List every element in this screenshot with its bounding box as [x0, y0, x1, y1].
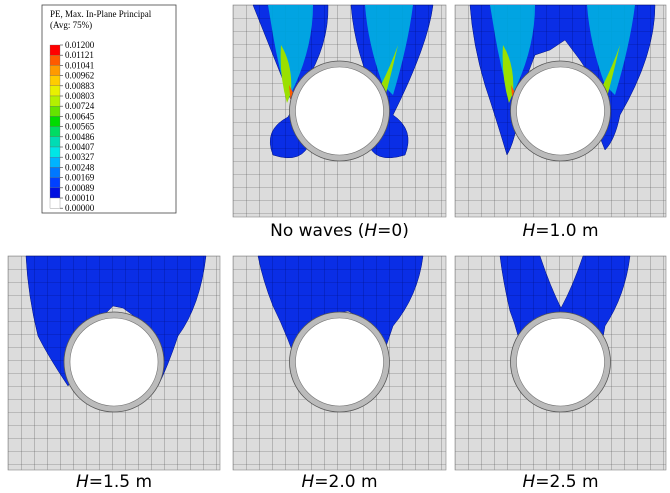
- tunnel-opening: [69, 317, 159, 407]
- caption-var: H: [76, 472, 89, 492]
- legend-label: 0.00089: [65, 183, 95, 193]
- strain-zone-high: [268, 5, 413, 100]
- legend-swatch: [49, 167, 61, 178]
- caption-var: H: [301, 472, 314, 492]
- legend-label: 0.00000: [65, 203, 95, 213]
- legend-subtitle: (Avg: 75%): [50, 20, 92, 30]
- caption-suffix: =1.0 m: [535, 221, 598, 241]
- caption-prefix: No waves (: [270, 221, 364, 241]
- panel-caption: H=2.5 m: [522, 472, 598, 492]
- strain-zone-high: [490, 5, 635, 100]
- legend-label: 0.00486: [65, 132, 95, 142]
- legend-label: 0.00407: [65, 142, 95, 152]
- panel-caption: H=1.0 m: [522, 221, 598, 241]
- legend-swatch: [49, 106, 61, 117]
- tunnel-opening: [295, 317, 384, 407]
- panel-caption: H=1.5 m: [76, 472, 152, 492]
- tunnel-opening: [516, 66, 605, 156]
- caption-var: H: [522, 472, 535, 492]
- legend-label: 0.00169: [65, 173, 95, 183]
- legend-label: 0.01200: [65, 40, 95, 50]
- tunnel-opening: [295, 66, 384, 156]
- legend-swatch: [49, 85, 61, 97]
- legend-swatch: [49, 44, 61, 56]
- legend-box: [41, 4, 177, 214]
- legend-swatch: [49, 136, 61, 148]
- legend-swatch: [49, 157, 61, 168]
- caption-suffix: =2.5 m: [535, 472, 598, 492]
- legend-swatch: [49, 177, 61, 188]
- legend-label: 0.00565: [65, 122, 95, 132]
- caption-suffix: =2.0 m: [314, 472, 377, 492]
- legend-swatch: [49, 116, 61, 127]
- contour-panel: [454, 4, 667, 218]
- tunnel-opening: [516, 317, 605, 407]
- legend-swatch: [49, 197, 61, 209]
- legend-label: 0.01121: [65, 50, 94, 60]
- legend-label: 0.00327: [65, 152, 95, 162]
- legend-label: 0.00010: [65, 193, 95, 203]
- legend-label: 0.00645: [65, 111, 95, 121]
- legend-swatch: [49, 146, 61, 158]
- legend-swatch: [49, 187, 61, 199]
- caption-suffix: =1.5 m: [89, 472, 152, 492]
- caption-var: H: [522, 221, 535, 241]
- legend-swatch: [49, 95, 61, 107]
- legend-swatch: [49, 65, 61, 76]
- legend-title: PE, Max. In-Plane Principal: [50, 9, 152, 19]
- legend-label: 0.00883: [65, 81, 95, 91]
- contour-panel: [232, 255, 447, 471]
- contour-panel: [7, 255, 221, 471]
- legend-swatch: [49, 55, 61, 66]
- caption-var: H: [364, 221, 377, 241]
- contour-panel: [454, 255, 667, 471]
- legend-label: 0.00248: [65, 162, 95, 172]
- legend-label: 0.00803: [65, 91, 95, 101]
- legend-swatch: [49, 75, 61, 86]
- legend-label: 0.00962: [65, 71, 94, 81]
- legend-label: 0.01041: [65, 60, 94, 70]
- legend-swatch: [49, 126, 61, 137]
- legend: PE, Max. In-Plane Principal (Avg: 75%) 0…: [41, 4, 177, 214]
- panel-caption: H=2.0 m: [301, 472, 377, 492]
- caption-suffix: =0): [377, 221, 409, 241]
- panel-caption: No waves (H=0): [270, 221, 409, 241]
- contour-panel: [232, 4, 447, 218]
- legend-label: 0.00724: [65, 101, 95, 111]
